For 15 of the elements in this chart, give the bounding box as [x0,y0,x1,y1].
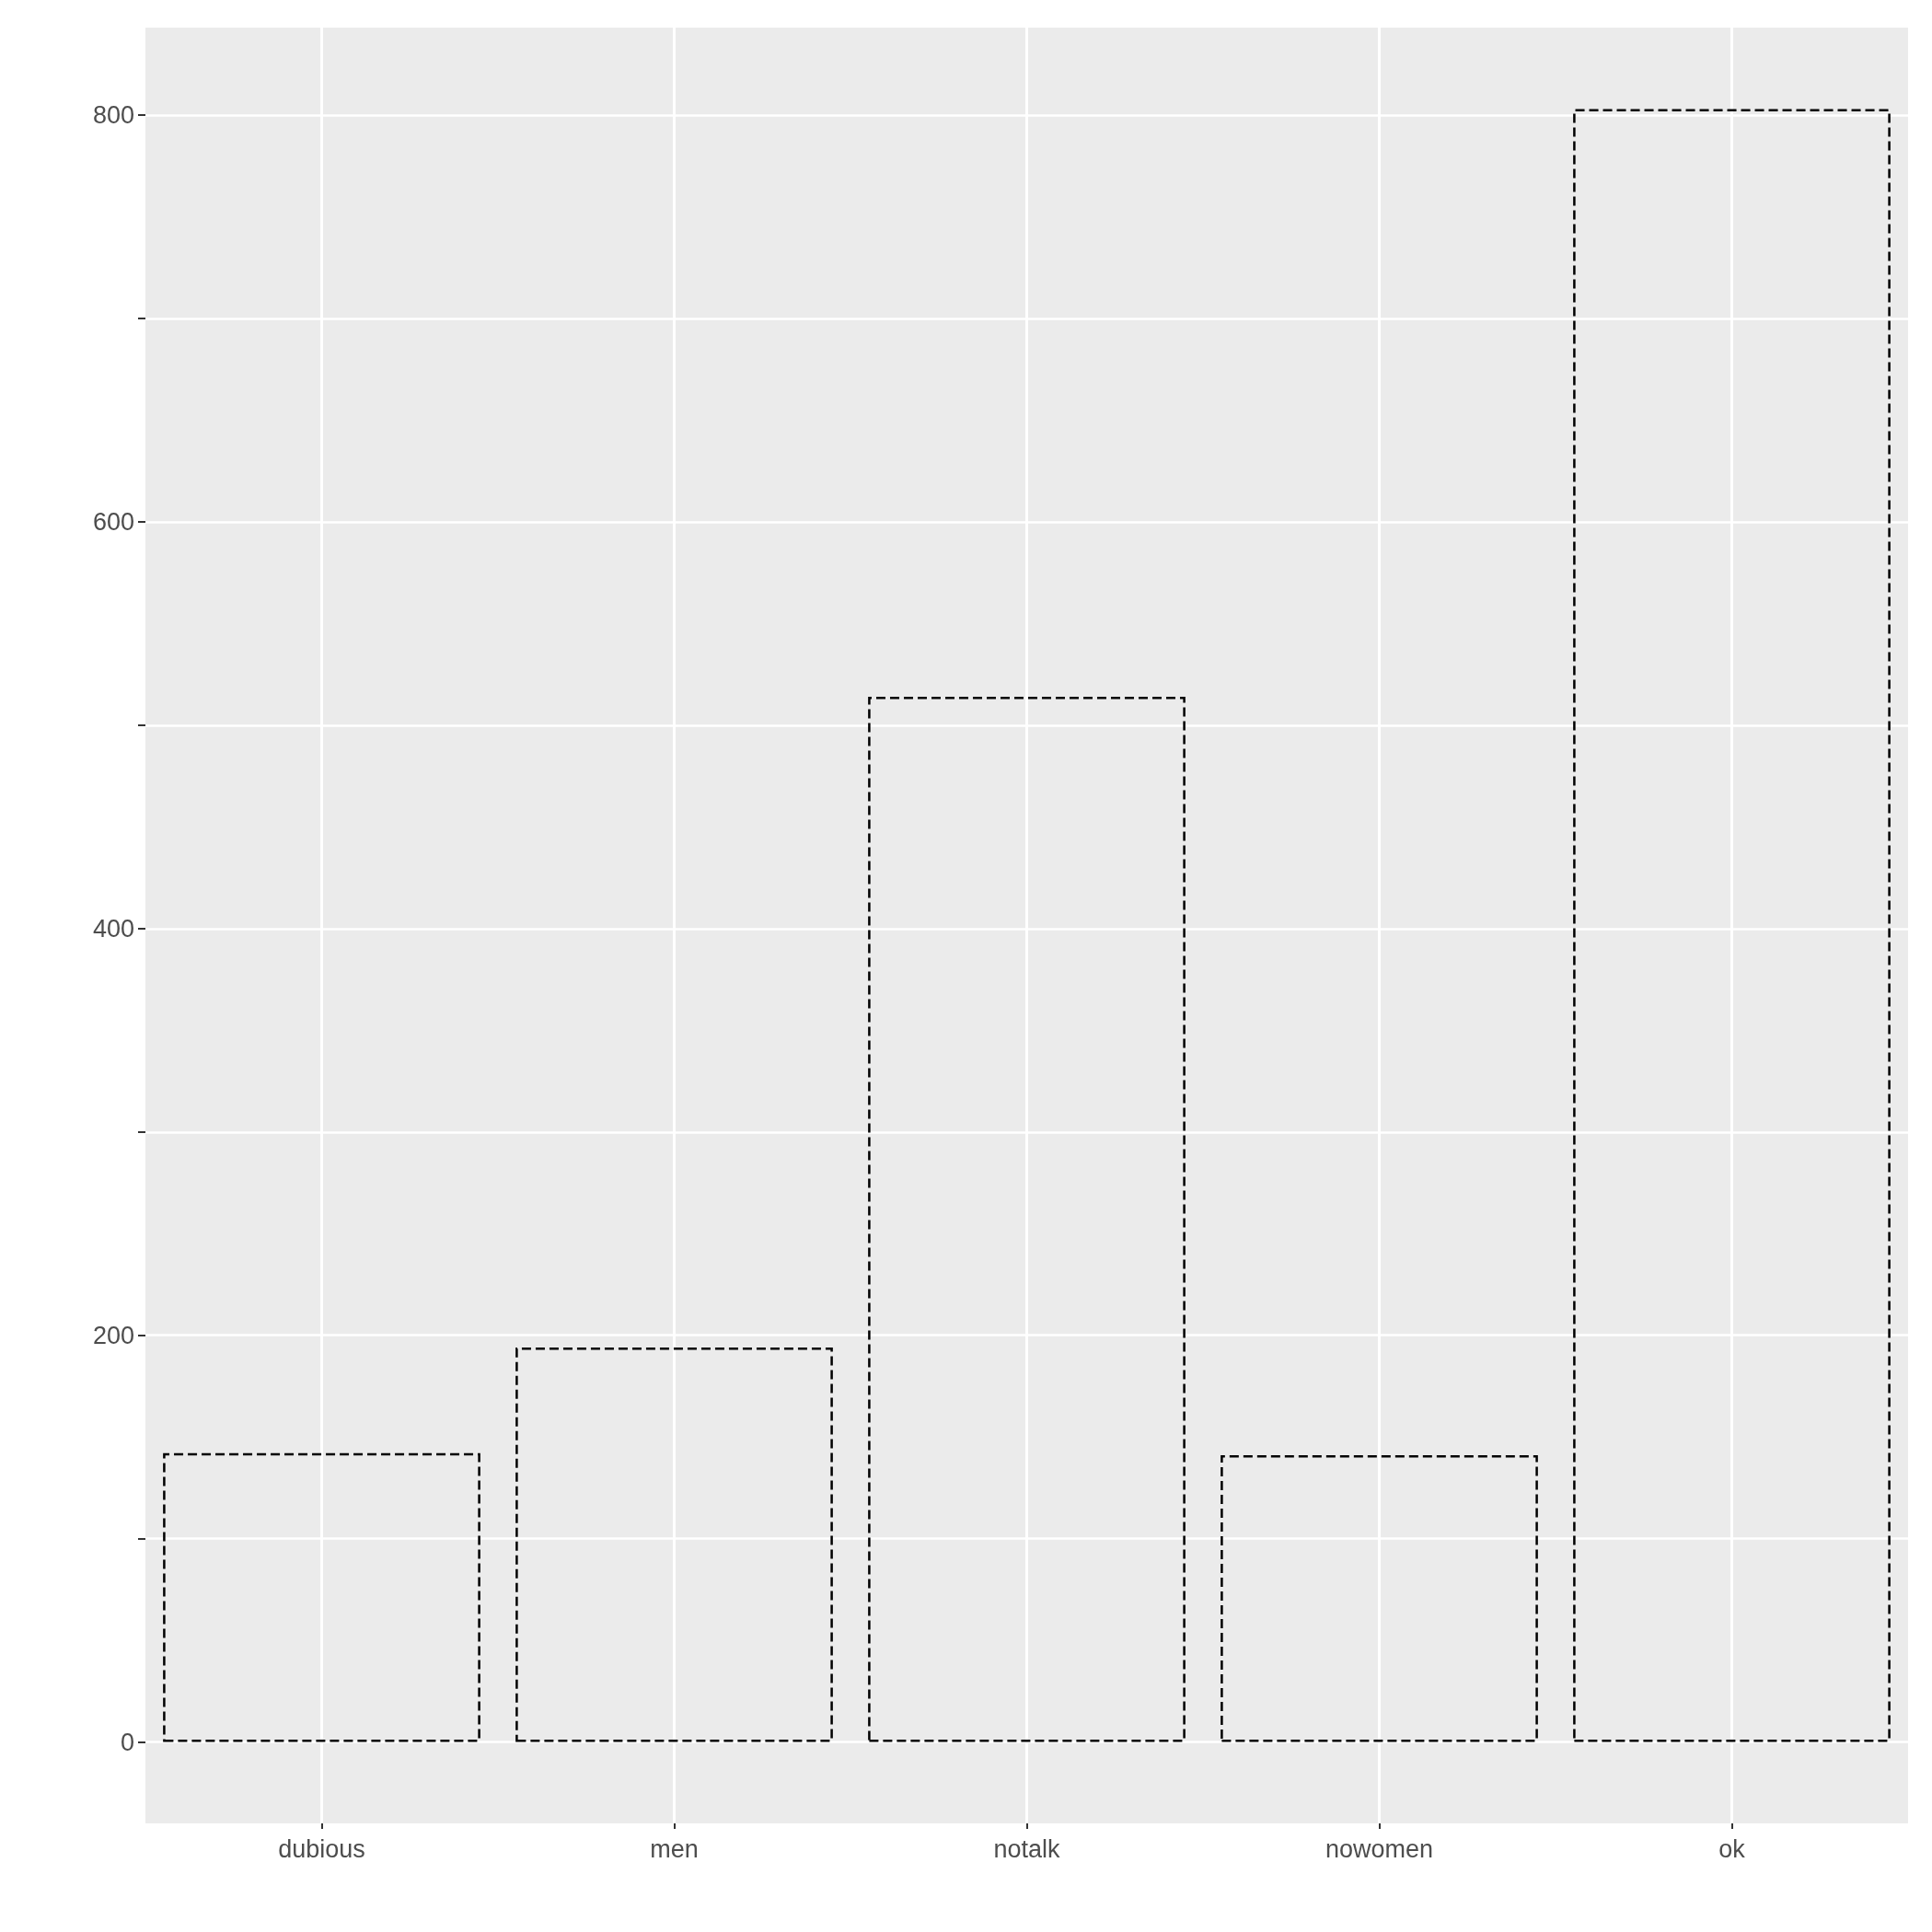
y-tick-label: 0 [120,1728,134,1756]
x-tick-label: dubious [278,1834,365,1863]
x-tick-label: notalk [993,1834,1061,1863]
bar [163,1452,480,1742]
y-tick-label: 200 [92,1321,134,1349]
y-tick-label: 400 [92,914,134,943]
bar [515,1347,833,1742]
bar [868,696,1186,1742]
bar [1221,1455,1538,1742]
y-tick-label: 800 [92,101,134,130]
x-tick-label: men [650,1834,699,1863]
y-tick-label: 600 [92,507,134,536]
bar [1573,109,1891,1742]
x-tick-label: nowomen [1325,1834,1434,1863]
x-tick-label: ok [1718,1834,1746,1863]
